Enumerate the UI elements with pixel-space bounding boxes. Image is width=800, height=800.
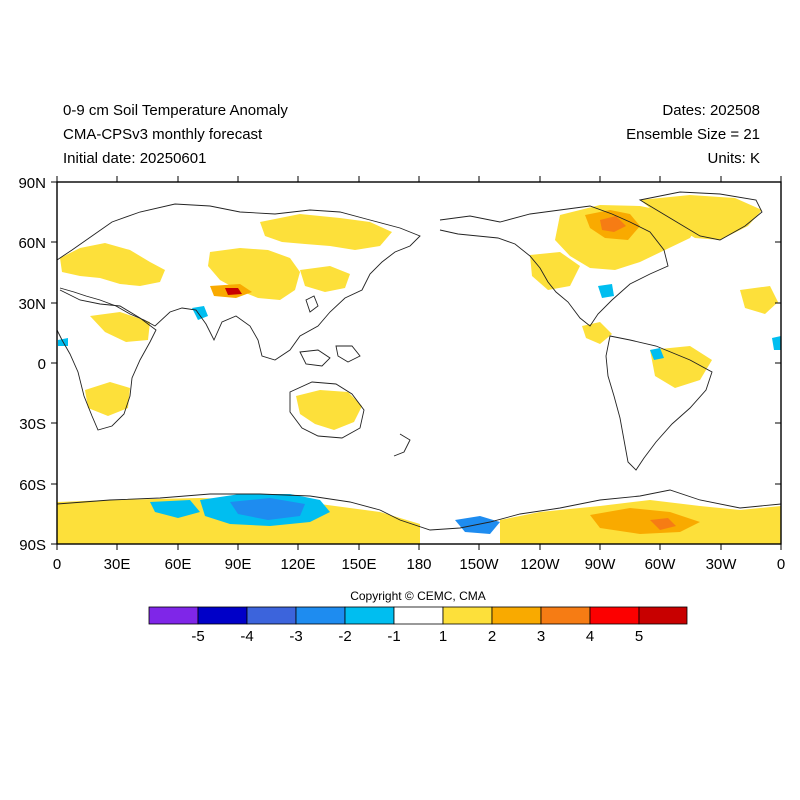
lon-label: 120W	[520, 556, 560, 573]
longitude-labels: 0 30E 60E 90E 120E 150E 180 150W 120W 90…	[53, 556, 785, 573]
colorbar-swatch	[344, 606, 395, 625]
cold-anomaly-patches	[58, 284, 781, 534]
colorbar-swatch	[638, 606, 688, 625]
forecast-dates: Dates: 202508	[662, 102, 760, 119]
colorbar-label: -1	[387, 628, 401, 645]
lon-label: 60W	[645, 556, 677, 573]
colorbar-label: 4	[585, 628, 595, 645]
latitude-labels: 90N 60N 30N 0 30S 60S 90S	[18, 175, 46, 554]
lon-label: 30E	[104, 556, 131, 573]
lon-label: 120E	[280, 556, 315, 573]
lat-label: 60S	[19, 477, 46, 494]
colorbar-label: -4	[240, 628, 254, 645]
units-label: Units: K	[707, 150, 760, 167]
lat-label: 60N	[18, 235, 46, 252]
lat-label: 90S	[19, 537, 46, 554]
colorbar-swatch	[491, 606, 542, 625]
colorbar-label: 3	[536, 628, 546, 645]
colorbar-swatch	[246, 606, 297, 625]
coastlines	[56, 191, 782, 531]
lon-label: 90W	[585, 556, 617, 573]
colorbar-label: 1	[438, 628, 448, 645]
map-title: 0-9 cm Soil Temperature Anomaly	[63, 102, 288, 119]
colorbar-label: 2	[487, 628, 497, 645]
colorbar-label: -5	[191, 628, 205, 645]
lon-label: 150E	[341, 556, 376, 573]
colorbar-swatch	[148, 606, 199, 625]
initial-date: Initial date: 20250601	[63, 150, 207, 167]
colorbar-label: -3	[289, 628, 303, 645]
ensemble-size: Ensemble Size = 21	[626, 126, 760, 143]
lat-label: 90N	[18, 175, 46, 192]
strong-warm-patches	[210, 210, 700, 534]
lon-label: 0	[777, 556, 785, 573]
colorbar-swatch	[295, 606, 346, 625]
lon-label: 0	[53, 556, 61, 573]
colorbar-swatch	[442, 606, 493, 625]
lat-label: 30N	[18, 296, 46, 313]
axis-ticks	[51, 176, 782, 550]
lat-label: 30S	[19, 416, 46, 433]
lon-label: 150W	[459, 556, 499, 573]
lat-label: 0	[38, 356, 46, 373]
colorbar-swatch	[540, 606, 591, 625]
colorbar-swatch	[393, 606, 444, 625]
colorbar-swatch	[197, 606, 248, 625]
colorbar	[148, 606, 688, 625]
model-subtitle: CMA-CPSv3 monthly forecast	[63, 126, 263, 143]
map-area	[56, 181, 782, 545]
lon-label: 30W	[706, 556, 738, 573]
lon-label: 180	[406, 556, 431, 573]
colorbar-swatch	[589, 606, 640, 625]
colorbar-label: 5	[634, 628, 644, 645]
colorbar-label: -2	[338, 628, 352, 645]
lon-label: 90E	[225, 556, 252, 573]
copyright-notice: Copyright © CEMC, CMA	[350, 589, 486, 603]
lon-label: 60E	[165, 556, 192, 573]
